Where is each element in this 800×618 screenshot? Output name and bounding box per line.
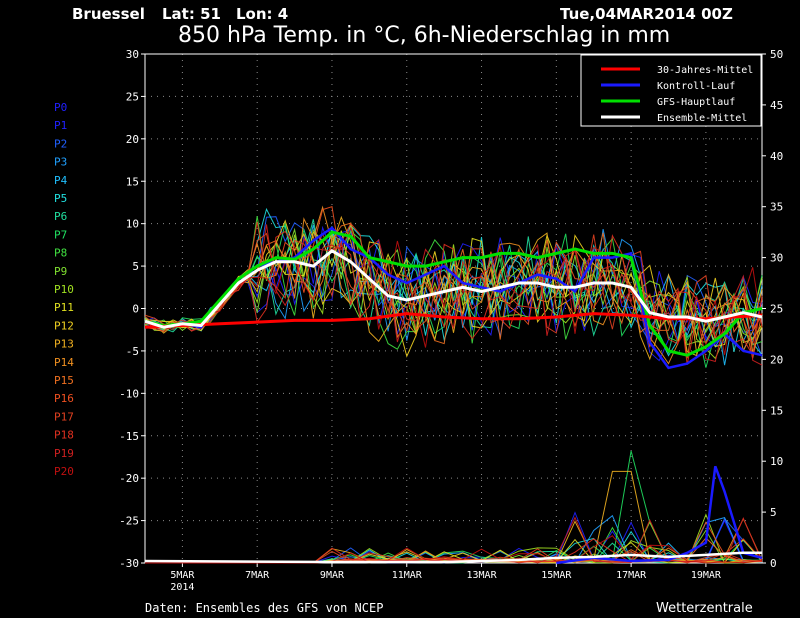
- temp-tick-label: 30: [126, 48, 139, 61]
- member-label: P0: [54, 101, 67, 114]
- member-precip-line: [145, 535, 763, 564]
- precip-tick-label: 35: [770, 201, 783, 214]
- legend-label: GFS-Hauptlauf: [657, 97, 735, 108]
- data-source: Daten: Ensembles des GFS von NCEP: [145, 601, 383, 615]
- brand-label: Wetterzentrale: [656, 601, 753, 616]
- temp-tick-label: 20: [126, 133, 139, 146]
- member-label: P11: [54, 301, 74, 314]
- member-label: P4: [54, 174, 68, 187]
- legend-label: Ensemble-Mittel: [657, 113, 747, 124]
- member-label: P9: [54, 265, 67, 278]
- date-tick-label: 11MAR: [392, 570, 423, 581]
- temp-axis: -30 -25 -20 -15 -10 -5 0 5 10 15 20 25 30: [119, 48, 145, 570]
- legend-label: Kontroll-Lauf: [657, 81, 735, 92]
- precip-tick-label: 20: [770, 353, 783, 366]
- member-label-list: P0 P1 P2 P3 P4 P5 P6 P7 P8 P9 P10 P11 P12 P13 P14 P15 P1…: [54, 101, 74, 478]
- temp-tick-label: -5: [126, 345, 139, 358]
- series-line-gfs-hauptlauf: [144, 230, 763, 357]
- lon-label: Lon: 4: [236, 5, 288, 23]
- member-label: P1: [54, 119, 67, 132]
- date-tick-label: 17MAR: [616, 570, 647, 581]
- member-label: P16: [54, 392, 74, 405]
- member-label: P6: [54, 210, 67, 223]
- date-tick-label: 9MAR: [320, 570, 345, 581]
- member-label: P13: [54, 338, 74, 351]
- legend-label: 30-Jahres-Mittel: [657, 65, 753, 76]
- series-line-ensemble-mittel: [144, 248, 763, 329]
- legend: 30-Jahres-Mittel Kontroll-Lauf GFS-Hauptla…: [580, 54, 762, 127]
- precip-tick-label: 15: [770, 404, 783, 417]
- member-label: P10: [54, 283, 74, 296]
- chart-title: 850 hPa Temp. in °C, 6h-Niederschlag in …: [178, 23, 670, 48]
- member-label: P20: [54, 465, 74, 478]
- member-label: P19: [54, 447, 74, 460]
- series-line-30-jahres-mittel: [144, 312, 763, 329]
- precip-tick-label: 30: [770, 252, 783, 265]
- member-label: P17: [54, 410, 74, 423]
- precip-tick-label: 45: [770, 99, 783, 112]
- lat-label: Lat: 51: [162, 5, 221, 23]
- date-tick-sublabel: 2014: [170, 582, 194, 593]
- temp-tick-label: -10: [119, 387, 139, 400]
- member-label: P15: [54, 374, 74, 387]
- main-series: [144, 226, 763, 370]
- temp-tick-label: -20: [119, 472, 139, 485]
- temp-tick-label: 25: [126, 90, 139, 103]
- legend-box: [580, 54, 762, 127]
- temp-tick-label: 10: [126, 218, 139, 231]
- temp-tick-label: 0: [132, 303, 139, 316]
- member-label: P7: [54, 228, 67, 241]
- member-line: [144, 230, 763, 348]
- member-label: P18: [54, 429, 74, 442]
- precip-series: [144, 465, 763, 565]
- member-label: P3: [54, 156, 67, 169]
- member-label: P12: [54, 319, 74, 332]
- precip-tick-label: 0: [770, 557, 777, 570]
- precip-tick-label: 40: [770, 150, 783, 163]
- precip-mean-line: [144, 551, 762, 564]
- grid: [145, 54, 762, 563]
- member-label: P2: [54, 137, 67, 150]
- member-label: P8: [54, 247, 67, 260]
- date-tick-label: 5MAR: [170, 570, 195, 581]
- temp-tick-label: -30: [119, 557, 139, 570]
- run-label: Tue,04MAR2014 00Z: [560, 5, 733, 23]
- precip-control-line: [556, 465, 763, 565]
- date-tick-label: 7MAR: [245, 570, 270, 581]
- precip-tick-label: 50: [770, 48, 783, 61]
- date-tick-label: 15MAR: [541, 570, 572, 581]
- date-tick-label: 19MAR: [691, 570, 722, 581]
- precip-tick-label: 10: [770, 455, 783, 468]
- temp-tick-label: -15: [119, 430, 139, 443]
- temp-tick-label: 15: [126, 175, 139, 188]
- precip-axis: 0 5 10 15 20 25 30 35 40 45 50: [762, 48, 783, 570]
- member-label: P5: [54, 192, 67, 205]
- temp-tick-label: -25: [119, 515, 139, 528]
- date-tick-label: 13MAR: [466, 570, 497, 581]
- location-label: Bruessel: [72, 5, 145, 23]
- member-label: P14: [54, 356, 74, 369]
- precip-tick-label: 25: [770, 303, 783, 316]
- temp-tick-label: 5: [132, 260, 139, 273]
- precip-tick-label: 5: [770, 506, 777, 519]
